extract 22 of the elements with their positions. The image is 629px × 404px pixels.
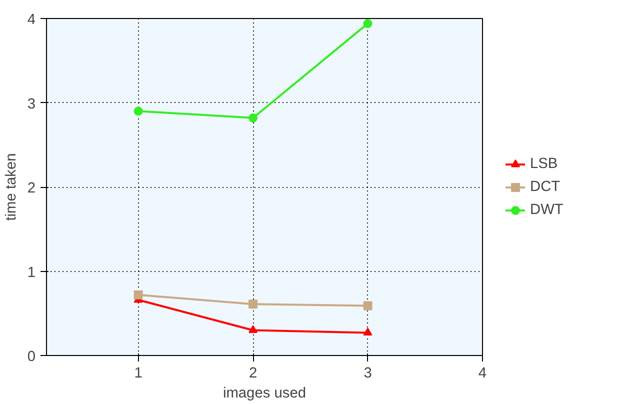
x-tick-label: 1: [134, 366, 142, 382]
point: [248, 300, 258, 309]
x-tick-label: 3: [364, 366, 372, 382]
x-axis-title: images used: [222, 386, 306, 402]
legend-label: LSB: [530, 156, 558, 172]
point: [363, 301, 372, 310]
point: [363, 19, 372, 28]
point: [248, 325, 258, 334]
legend-label: DCT: [530, 178, 560, 194]
x-tick-label: 2: [248, 366, 258, 382]
y-tick-label: 0: [27, 349, 36, 365]
y-tick-label: 3: [27, 96, 36, 112]
point: [248, 113, 258, 122]
point: [134, 106, 143, 116]
x-tick-label: 4: [478, 366, 487, 382]
y-tick-label: 1: [27, 264, 36, 281]
point: [363, 328, 372, 336]
legend-label: DWT: [530, 202, 564, 218]
point: [134, 290, 143, 300]
y-tick-label: 4: [27, 12, 36, 28]
y-axis-title: time taken: [3, 153, 20, 221]
y-tick-label: 2: [27, 180, 36, 196]
